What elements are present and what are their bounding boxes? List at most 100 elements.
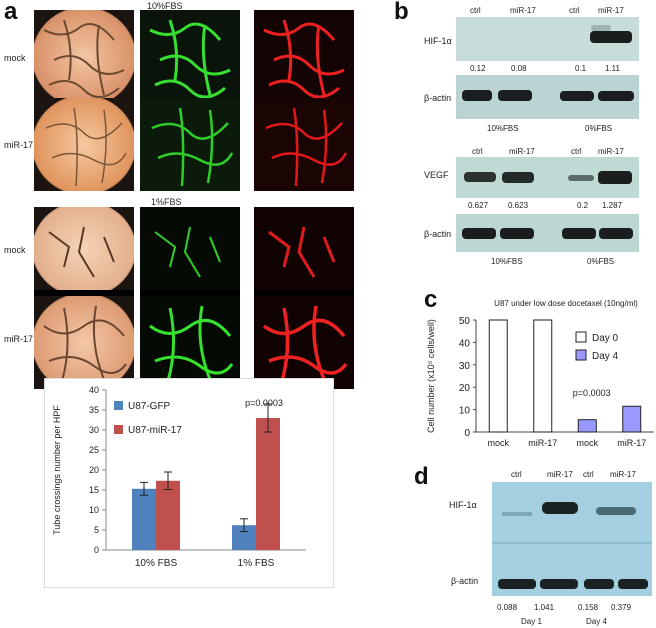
chart-c-bar (533, 319, 553, 433)
d-hif-label: HIF-1α (449, 500, 477, 510)
chart-a-xtick-label: 10% FBS (135, 558, 178, 569)
b-col-mir-4: miR-17 (598, 147, 624, 156)
chart-c-bar (577, 419, 597, 433)
b-vegf-val-1: 0.627 (468, 201, 489, 210)
d-val-1: 0.088 (497, 603, 518, 612)
micrograph-green-mir-10 (140, 98, 240, 191)
chart-a-ytick-label: 15 (89, 485, 99, 495)
d-day1: Day 1 (521, 617, 542, 626)
b-vegf-val-2: 0.623 (508, 201, 529, 210)
b-cond-1a: 10%FBS (487, 124, 519, 133)
chart-a-bar (156, 480, 180, 550)
panel-d-label: d (414, 463, 429, 490)
chart-a-ylabel: Tube crossings number per HPF (52, 405, 62, 535)
b-col-ctrl-2: ctrl (569, 6, 580, 15)
row-label-mock-1: mock (4, 53, 26, 63)
chart-c-legend-swatch (575, 349, 587, 361)
micrograph-green-mir-1 (140, 296, 240, 389)
chart-a-frame (44, 378, 334, 588)
chart-c-ylabel: Cell number (x10⁵ cells/well) (426, 319, 436, 433)
chart-c-ytick-label: 50 (459, 316, 471, 327)
chart-a-ytick-label: 35 (89, 405, 99, 415)
d-day4: Day 4 (586, 617, 607, 626)
panel-b-label: b (394, 0, 409, 25)
b-col-mir-3: miR-17 (509, 147, 535, 156)
d-val-3: 0.158 (578, 603, 599, 612)
d-val-2: 1.041 (534, 603, 555, 612)
b-vegf-label: VEGF (424, 170, 449, 180)
chart-a-annotation: p=0.0003 (245, 398, 283, 408)
chart-a-legend-swatch (114, 401, 123, 410)
b-actin-label-2: β-actin (424, 229, 452, 239)
micrograph-brightfield-mock-10 (34, 10, 134, 103)
chart-a-ytick-label: 30 (89, 425, 99, 435)
micrograph-green-mock-10 (140, 10, 240, 103)
micrograph-brightfield-mir-10 (34, 98, 134, 191)
micrograph-red-mock-1 (254, 207, 354, 300)
micrograph-brightfield-mock-1 (34, 207, 134, 300)
panel-a-label: a (4, 0, 18, 25)
b-cond-1b: 10%FBS (491, 257, 523, 266)
b-vegf-blot (456, 157, 639, 198)
chart-c-ytick-label: 20 (459, 383, 471, 394)
row-label-mock-2: mock (4, 245, 26, 255)
chart-a-ytick-label: 40 (89, 385, 99, 395)
micrograph-red-mir-10 (254, 98, 354, 191)
chart-a-bar (132, 488, 156, 550)
panel-a-group1-title: 10%FBS (147, 1, 183, 11)
micrograph-red-mock-10 (254, 10, 354, 103)
chart-c-ytick-label: 40 (459, 338, 471, 349)
chart-c-xtick-label: mock (576, 438, 598, 448)
b-col-mir-2: miR-17 (598, 6, 624, 15)
b-hif-val-2: 0.08 (511, 64, 527, 73)
b-hif-label: HIF-1α (424, 36, 452, 46)
d-blot (492, 482, 652, 596)
b-hif-val-4: 1.11 (605, 64, 620, 73)
b-col-ctrl-4: ctrl (571, 147, 582, 156)
tube-crossings-chart: Tube crossings number per HPF 0 5 10 15 20 25 3… (44, 378, 334, 588)
chart-a-legend-swatch (114, 425, 123, 434)
b-hif-val-3: 0.1 (575, 64, 587, 73)
chart-c-xtick-label: miR-17 (528, 438, 557, 448)
d-val-4: 0.379 (611, 603, 632, 612)
chart-c-legend-label: Day 4 (592, 351, 619, 362)
chart-a-ytick-label: 0 (94, 545, 99, 555)
chart-a-ytick-label: 10 (89, 505, 99, 515)
chart-c-xtick-label: miR-17 (617, 438, 646, 448)
chart-c-xtick-label: mock (487, 438, 509, 448)
micrograph-green-mock-1 (140, 207, 240, 300)
chart-a-xtick-label: 1% FBS (238, 558, 275, 569)
b-cond-2a: 0%FBS (585, 124, 613, 133)
b-cond-2b: 0%FBS (587, 257, 615, 266)
chart-c-annotation: p=0.0003 (573, 388, 611, 398)
d-col-ctrl-2: ctrl (583, 470, 594, 479)
b-col-ctrl-3: ctrl (472, 147, 483, 156)
d-actin-label: β-actin (451, 576, 479, 586)
chart-a-legend-label: U87-miR-17 (128, 425, 182, 436)
cell-number-chart: U87 under low dose docetaxel (10ng/ml) Ce… (426, 299, 654, 448)
b-col-ctrl-1: ctrl (470, 6, 481, 15)
chart-c-title: U87 under low dose docetaxel (10ng/ml) (494, 299, 638, 308)
chart-c-ytick-label: 10 (459, 406, 471, 417)
b-hif-blot (456, 17, 639, 61)
chart-c-bar (622, 405, 642, 433)
micrograph-red-mir-1 (254, 296, 354, 389)
b-col-mir-1: miR-17 (510, 6, 536, 15)
panel-a-group2-title: 1%FBS (151, 197, 182, 207)
d-col-mir-1: miR-17 (547, 470, 573, 479)
row-label-mir-1: miR-17 (4, 140, 34, 150)
d-col-ctrl-1: ctrl (511, 470, 522, 479)
b-vegf-val-3: 0.2 (577, 201, 589, 210)
chart-c-ytick-label: 0 (464, 428, 470, 439)
chart-c-ytick-label: 30 (459, 361, 471, 372)
chart-a-bar (256, 418, 280, 550)
d-col-mir-2: miR-17 (610, 470, 636, 479)
chart-c-legend-swatch (575, 331, 587, 343)
b-actin-label-1: β-actin (424, 93, 452, 103)
chart-a-ytick-label: 20 (89, 465, 99, 475)
b-actin-blot-1 (456, 75, 639, 119)
chart-c-legend-label: Day 0 (592, 333, 619, 344)
b-actin-blot-2 (456, 214, 639, 252)
b-hif-val-1: 0.12 (470, 64, 486, 73)
b-vegf-val-4: 1.287 (602, 201, 623, 210)
